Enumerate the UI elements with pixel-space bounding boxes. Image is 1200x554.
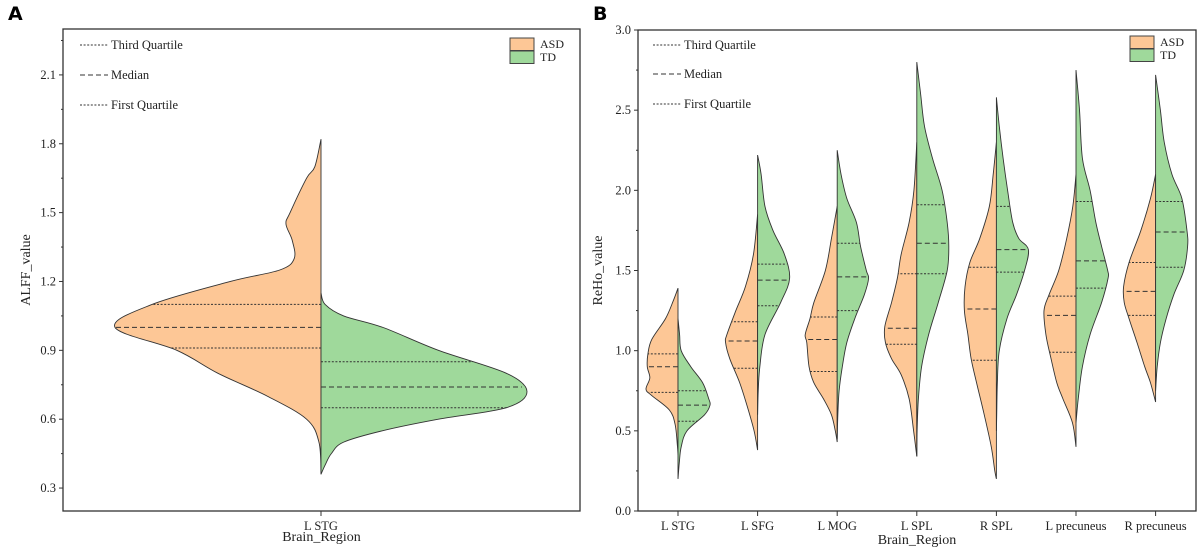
chart-panel-b: 0.0 0.5 1.0 1.5 2.0 2.5 3.0 L STG L SFG L MOG L SP… <box>591 23 1197 548</box>
y-tick-label: 1.0 <box>615 344 631 358</box>
y-tick-label: 0.3 <box>40 481 56 495</box>
x-tick-label: L STG <box>661 519 695 533</box>
violin-td <box>1155 74 1189 391</box>
legend-line-label: Median <box>111 68 150 82</box>
x-tick-label: L MOG <box>817 519 856 533</box>
legend-group-label: ASD <box>1160 35 1184 49</box>
violin-asd <box>883 142 918 457</box>
x-tick-label: R SPL <box>980 519 1013 533</box>
legend-line-label: Third Quartile <box>684 38 756 52</box>
y-tick-label: 3.0 <box>615 23 631 37</box>
legend-swatch-td <box>1129 48 1155 62</box>
y-tick-label: 2.0 <box>615 183 631 197</box>
y-tick-label: 1.2 <box>40 274 56 288</box>
panel-label-a: A <box>8 3 23 25</box>
panel-label-b: B <box>593 3 608 25</box>
y-tick-label: 0.6 <box>40 412 56 426</box>
violin-td <box>677 318 711 479</box>
y-tick-label: 2.5 <box>615 103 631 117</box>
x-tick-label: L precuneus <box>1046 519 1107 533</box>
legend-line-label: Median <box>684 67 723 81</box>
legend-swatch-td <box>509 50 535 64</box>
violin-td <box>836 150 870 439</box>
violin-asd <box>724 214 759 451</box>
x-tick-label: R precuneus <box>1125 519 1187 533</box>
violin-asd <box>963 142 997 480</box>
y-tick-label: 0.9 <box>40 343 56 357</box>
legend-swatch-asd <box>509 37 535 51</box>
x-tick-label: L SFG <box>741 519 774 533</box>
violin-td <box>916 62 950 457</box>
x-tick-label: L STG <box>304 519 338 533</box>
legend-swatch-asd <box>1129 35 1155 49</box>
x-axis-label: Brain_Region <box>282 530 361 545</box>
violin-asd <box>804 206 838 443</box>
legend-group-label: ASD <box>540 37 564 51</box>
x-axis-label: Brain_Region <box>878 533 957 548</box>
violin-td <box>995 97 1030 431</box>
violin-asd <box>114 139 322 475</box>
violin-td <box>320 292 528 475</box>
y-axis-label: ReHo_value <box>591 236 606 306</box>
x-tick-label: L SPL <box>901 519 933 533</box>
legend-group-label: TD <box>540 50 556 64</box>
y-tick-label: 0.5 <box>615 424 631 438</box>
violin-asd <box>1043 174 1077 447</box>
violin-asd <box>1122 174 1157 403</box>
y-tick-label: 2.1 <box>40 68 56 82</box>
y-tick-label: 0.0 <box>615 504 631 518</box>
legend-group-label: TD <box>1160 48 1176 62</box>
legend-line-label: Third Quartile <box>111 38 183 52</box>
violin-asd <box>645 287 679 455</box>
violin-td <box>1075 70 1110 423</box>
y-axis-label: ALFF_value <box>19 234 34 306</box>
legend-line-label: First Quartile <box>684 97 751 111</box>
violin-td <box>757 154 791 415</box>
y-tick-label: 1.8 <box>40 137 56 151</box>
legend-line-label: First Quartile <box>111 98 178 112</box>
y-tick-label: 1.5 <box>40 206 56 220</box>
y-tick-label: 1.5 <box>615 264 631 278</box>
